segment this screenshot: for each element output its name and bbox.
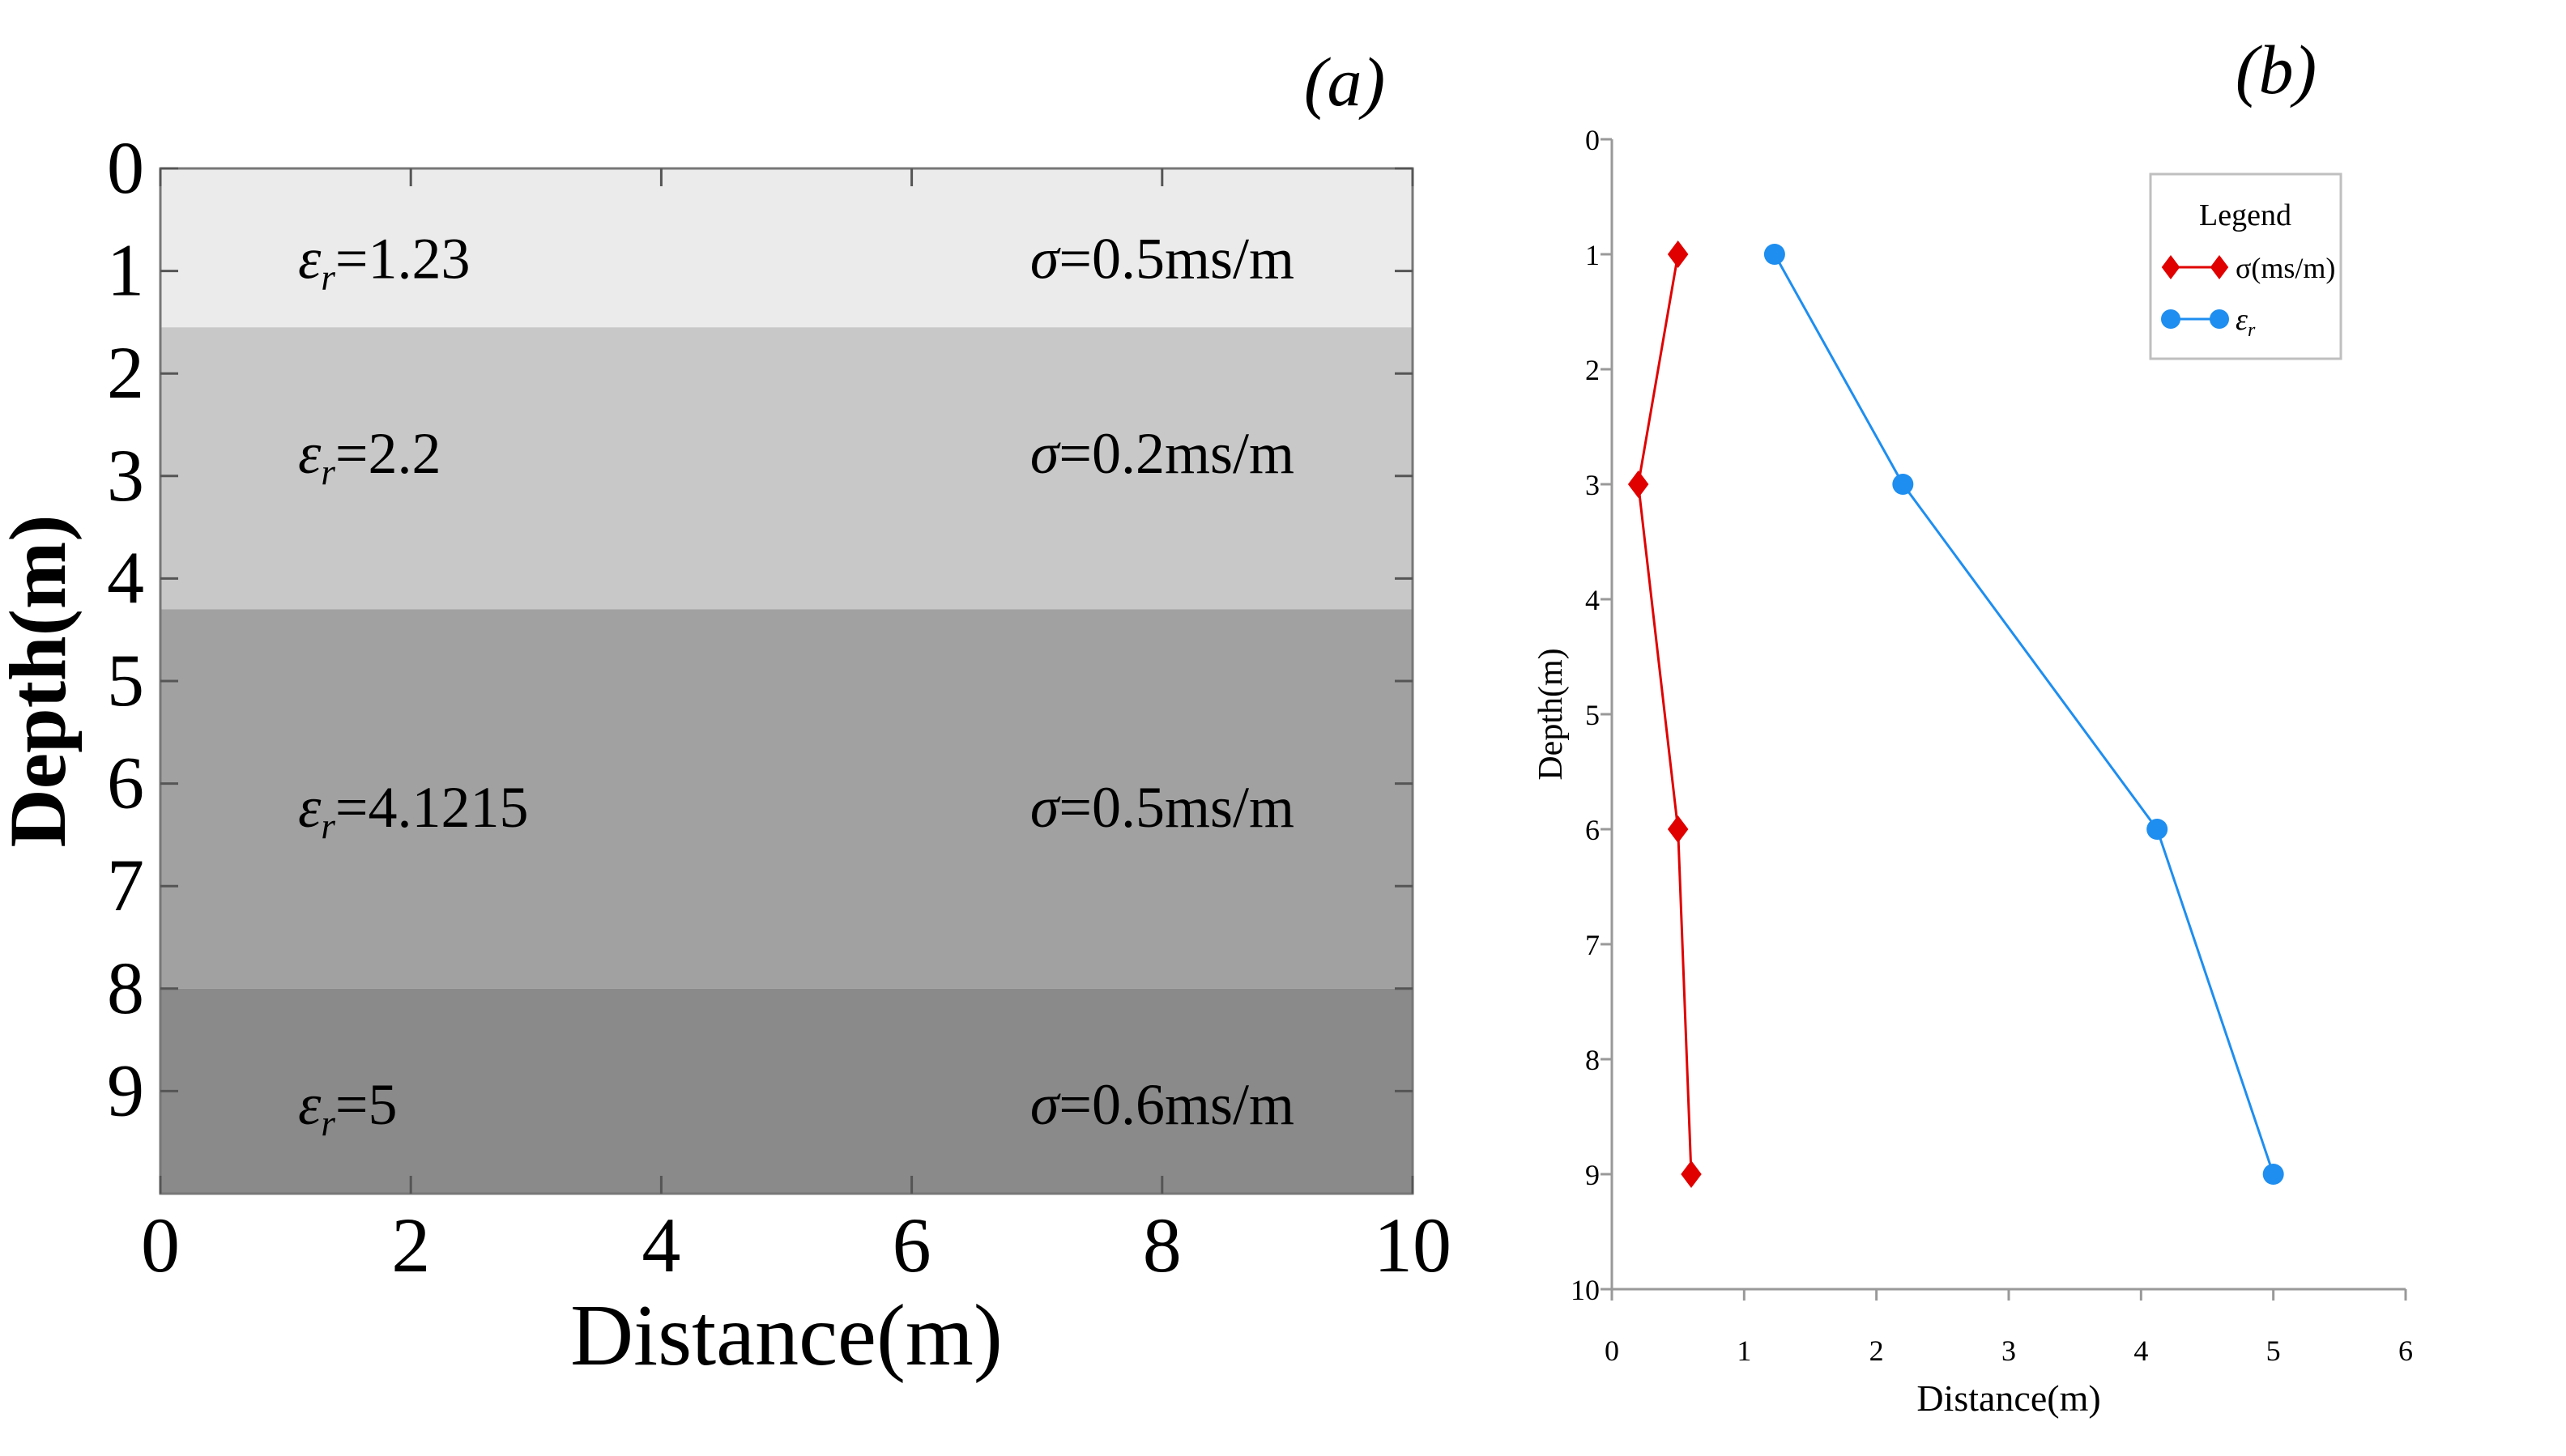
y-tick-labels-b: 0 1 2 3 4 5 6 7 8 9 10	[1571, 124, 1600, 1306]
y-tick-label-a-1: 1	[107, 229, 144, 312]
x-tick-label-b-4: 4	[2133, 1335, 2148, 1367]
legend-marker-0-1	[2210, 255, 2229, 279]
x-tick-label-a-0: 0	[141, 1202, 180, 1288]
legend-marker-0-0	[2161, 255, 2180, 279]
series-1-point-3	[2262, 1164, 2284, 1185]
y-tick-label-b-0: 0	[1585, 124, 1600, 156]
layer-band-3	[160, 988, 1413, 1194]
y-tick-label-b-6: 6	[1585, 814, 1600, 846]
layer-er-label-2: εr=4.1215	[298, 775, 529, 846]
x-tick-label-b-0: 0	[1605, 1335, 1619, 1367]
y-tick-label-b-2: 2	[1585, 354, 1600, 386]
tick-marks-a	[159, 167, 1414, 1194]
y-tick-label-a-4: 4	[107, 536, 144, 619]
y-tick-label-b-9: 9	[1585, 1159, 1600, 1191]
series-1-point-0	[1763, 244, 1785, 265]
x-tick-label-b-6: 6	[2398, 1335, 2413, 1367]
x-tick-label-b-1: 1	[1737, 1335, 1751, 1367]
series-0-point-0	[1667, 241, 1689, 268]
layer-sigma-label-0: σ=0.5ms/m	[1030, 227, 1294, 292]
layer-labels: εr=1.23 σ=0.5ms/m εr=2.2 σ=0.2ms/m εr=4.1215…	[298, 227, 1294, 1143]
y-tick-label-a-6: 6	[107, 742, 144, 824]
panel-b-label: (b)	[2236, 31, 2317, 109]
y-tick-label-b-8: 8	[1585, 1044, 1600, 1076]
x-tick-label-a-4: 8	[1143, 1202, 1182, 1288]
x-tick-label-a-1: 2	[391, 1202, 430, 1288]
x-tick-label-a-2: 4	[642, 1202, 680, 1288]
layer-bands	[160, 168, 1413, 1194]
series-1-point-2	[2146, 819, 2168, 840]
x-tick-label-b-3: 3	[2001, 1335, 2016, 1367]
y-tick-label-b-7: 7	[1585, 929, 1600, 961]
layer-sigma-label-3: σ=0.6ms/m	[1030, 1072, 1294, 1137]
x-tick-labels-a: 0 2 4 6 8 10	[141, 1202, 1451, 1288]
legend-label-0: σ(ms/m)	[2236, 252, 2335, 284]
panel-b: (b) 0 1 2 3 4 5 6 0 1 2 3 4 5 6 7 8 9 10 Distance(m) Dep…	[1532, 31, 2413, 1419]
panel-a-label: (a)	[1304, 43, 1385, 121]
y-tick-label-b-3: 3	[1585, 469, 1600, 501]
layer-band-2	[160, 609, 1413, 989]
y-tick-label-a-7: 7	[107, 844, 144, 926]
legend-marker-1-0	[2161, 309, 2180, 329]
y-tick-label-b-4: 4	[1585, 584, 1600, 616]
legend-title: Legend	[2199, 198, 2291, 232]
y-axis-title-a: Depth(m)	[0, 514, 83, 847]
x-tick-labels-b: 0 1 2 3 4 5 6	[1605, 1335, 2413, 1367]
data-series	[1627, 241, 2284, 1188]
legend-label-1: εr	[2236, 303, 2256, 341]
y-tick-labels-a: 0 1 2 3 4 5 6 7 8 9	[107, 126, 144, 1131]
y-tick-label-b-1: 1	[1585, 239, 1600, 271]
y-tick-label-a-8: 8	[107, 947, 144, 1029]
y-tick-label-a-9: 9	[107, 1049, 144, 1131]
series-0-point-3	[1681, 1160, 1702, 1188]
layer-sigma-label-2: σ=0.5ms/m	[1030, 775, 1294, 840]
y-tick-label-a-5: 5	[107, 639, 144, 722]
legend-items: σ(ms/m) εr	[2161, 252, 2335, 341]
x-tick-label-a-3: 6	[893, 1202, 931, 1288]
y-tick-label-b-10: 10	[1571, 1274, 1600, 1306]
layer-er-label-3: εr=5	[298, 1072, 398, 1143]
y-tick-label-a-3: 3	[107, 434, 144, 517]
x-axis-title-a: Distance(m)	[570, 1288, 1003, 1384]
y-axis-title-b: Depth(m)	[1532, 648, 1570, 780]
y-tick-label-b-5: 5	[1585, 699, 1600, 731]
y-tick-label-a-0: 0	[107, 126, 144, 209]
layer-er-label-0: εr=1.23	[298, 227, 471, 298]
x-tick-label-b-5: 5	[2266, 1335, 2281, 1367]
layer-band-0	[160, 168, 1413, 328]
x-tick-label-a-5: 10	[1374, 1202, 1451, 1288]
legend-marker-1-1	[2210, 309, 2229, 329]
tick-marks-b	[1601, 138, 2407, 1301]
series-line-1	[1773, 253, 2275, 1175]
y-tick-label-a-2: 2	[107, 331, 144, 414]
series-line-0	[1637, 253, 1693, 1175]
series-1-point-1	[1892, 474, 1914, 495]
layer-er-label-1: εr=2.2	[298, 421, 441, 492]
legend: Legend σ(ms/m) εr	[2149, 172, 2342, 360]
layer-band-1	[160, 327, 1413, 610]
layer-sigma-label-1: σ=0.2ms/m	[1030, 421, 1294, 486]
series-0-point-1	[1627, 470, 1649, 498]
x-axis-title-b: Distance(m)	[1916, 1377, 2100, 1419]
x-tick-label-b-2: 2	[1869, 1335, 1884, 1367]
series-0-point-2	[1667, 815, 1689, 843]
